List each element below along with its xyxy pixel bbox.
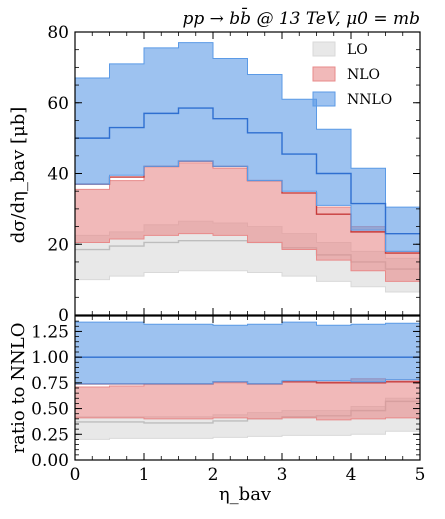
ratio-nnlo-band-bin xyxy=(351,324,386,382)
main-nnlo-band-bin xyxy=(351,168,386,231)
ratio-nnlo-band-bin xyxy=(109,322,144,384)
main-nlo-band-lower-edge xyxy=(75,233,420,282)
ratio-nnlo-band-bin xyxy=(282,322,317,381)
main-y-tick-label: 80 xyxy=(47,23,69,43)
chart-title: pp → bb̄ @ 13 TeV, μ0 = mb xyxy=(182,6,420,29)
x-tick-label: 3 xyxy=(277,465,288,485)
main-nnlo-band-bin xyxy=(144,47,179,167)
ratio-nnlo-band-bin xyxy=(178,324,213,384)
ratio-y-axis-title: ratio to NNLO xyxy=(8,323,29,454)
main-nnlo-band-upper-edge xyxy=(75,42,420,208)
ratio-lo-band-lower-edge xyxy=(75,430,420,440)
main-lo-band-lower-edge xyxy=(75,270,420,293)
ratio-nlo-band-bin xyxy=(247,383,282,419)
main-y-tick-label: 60 xyxy=(47,94,69,114)
ratio-nlo-band-bin xyxy=(385,379,420,418)
ratio-nlo-band-bin xyxy=(316,381,351,420)
legend-swatch-nlo xyxy=(312,66,336,82)
main-nlo-band-bin xyxy=(385,251,420,282)
main-nlo-band-bin xyxy=(75,189,110,243)
ratio-y-tick-label: 0.25 xyxy=(31,425,69,445)
main-panel-frame xyxy=(74,31,421,316)
main-nnlo-band-bin xyxy=(213,58,248,167)
ratio-y-tick-label: 0.00 xyxy=(31,451,69,471)
main-nnlo-central-line xyxy=(75,107,420,235)
main-nlo-band-bin xyxy=(247,180,282,243)
main-nlo-band-bin xyxy=(282,192,317,250)
main-y-tick-label: 0 xyxy=(58,306,69,326)
ratio-nlo-band-bin xyxy=(178,383,213,419)
ratio-nlo-band-bin xyxy=(282,381,317,418)
ratio-lo-band-bin xyxy=(109,416,144,439)
legend-label-nlo: NLO xyxy=(347,67,380,83)
ratio-nlo-band-bin xyxy=(351,378,386,419)
ratio-panel-frame xyxy=(74,315,421,461)
ratio-panel-bands xyxy=(75,321,420,440)
main-nnlo-band-bin xyxy=(178,42,213,162)
main-nlo-band-bin xyxy=(144,166,179,236)
x-tick-label: 1 xyxy=(139,465,150,485)
x-tick-label: 5 xyxy=(415,465,426,485)
main-y-tick-label: 20 xyxy=(47,235,69,255)
main-nnlo-band-bin xyxy=(109,63,144,176)
legend: LO NLO NNLO xyxy=(312,41,392,108)
x-tick-label: 0 xyxy=(70,465,81,485)
main-nnlo-band-lower-edge xyxy=(75,160,420,252)
main-panel-bands xyxy=(75,42,420,293)
ratio-nlo-band-bin xyxy=(144,383,179,419)
x-axis-title: η_bav xyxy=(219,484,272,505)
ratio-y-tick-label: 1.00 xyxy=(31,348,69,368)
ratio-y-tick-label: 0.50 xyxy=(31,400,69,420)
ratio-nnlo-band-upper-edge xyxy=(75,321,420,326)
ratio-lo-band-bin xyxy=(75,416,110,440)
ratio-lo-band-bin xyxy=(144,416,179,439)
ratio-nnlo-band-bin xyxy=(316,325,351,381)
legend-label-lo: LO xyxy=(347,42,368,58)
ratio-nlo-band-bin xyxy=(213,382,248,418)
main-nnlo-band-bin xyxy=(316,129,351,206)
ratio-nnlo-band-bin xyxy=(75,322,110,384)
main-y-axis-title: dσ/dη_bav [μb] xyxy=(8,107,29,244)
ratio-nnlo-band-bin xyxy=(144,324,179,384)
ratio-nlo-band-lower-edge xyxy=(75,417,420,421)
x-tick-label: 2 xyxy=(208,465,219,485)
ratio-y-tick-label: 1.25 xyxy=(31,322,69,342)
ratio-nnlo-band-bin xyxy=(213,325,248,382)
ratio-nlo-band-bin xyxy=(75,386,110,418)
ratio-nnlo-band-bin xyxy=(247,324,282,384)
main-nlo-band-bin xyxy=(178,162,213,234)
ratio-lo-band-bin xyxy=(178,416,213,439)
main-nnlo-band-bin xyxy=(75,77,110,185)
main-nnlo-band-bin xyxy=(282,99,317,192)
ratio-y-tick-label: 0.75 xyxy=(31,374,69,394)
legend-swatch-nnlo xyxy=(312,91,336,107)
main-nlo-band-bin xyxy=(213,168,248,236)
main-nlo-band-bin xyxy=(109,180,144,239)
ratio-nnlo-band-lower-edge xyxy=(75,379,420,385)
ratio-nlo-band-bin xyxy=(109,385,144,418)
legend-swatch-lo xyxy=(312,41,336,57)
legend-label-nnlo: NNLO xyxy=(347,92,392,108)
ratio-nnlo-band-bin xyxy=(385,323,420,380)
main-nlo-band-bin xyxy=(351,226,386,271)
x-tick-label: 4 xyxy=(346,465,357,485)
main-nlo-band-bin xyxy=(316,207,351,261)
main-y-tick-label: 40 xyxy=(47,165,69,185)
main-nnlo-band-bin xyxy=(247,74,282,181)
